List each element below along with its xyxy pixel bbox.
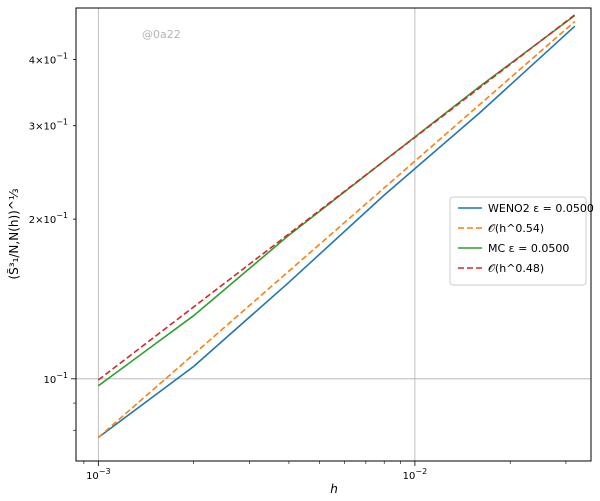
legend: WENO2 ε = 0.0500 𝒪(h^0.54) MC ε = 0.0500 𝒪(… (449, 196, 594, 286)
y-axis-label: (S̃³₁/N,N(h))^⅓ (7, 188, 21, 279)
x-tick-label: 10−3 (86, 467, 111, 482)
legend-label: MC ε = 0.0500 (488, 242, 569, 255)
x-tick-label: 10−2 (403, 467, 428, 482)
watermark: @0a22 (142, 28, 181, 41)
y-tick-label: 10−1 (43, 371, 68, 386)
y-tick-label: 4×10−1 (29, 51, 68, 66)
series-line-2 (97, 20, 576, 439)
legend-box (449, 196, 587, 286)
legend-label: 𝒪(h^0.54) (488, 222, 544, 235)
y-tick-label: 3×10−1 (29, 118, 68, 133)
plot-frame (75, 7, 592, 462)
series-lines (97, 14, 576, 439)
series-line-1 (97, 25, 576, 439)
legend-label: WENO2 ε = 0.0500 (488, 202, 594, 215)
ticks: 10−3 10−2 10−1 2×10−1 3×10−1 4×10−1 (29, 51, 567, 482)
series-line-4 (97, 14, 576, 381)
legend-label: 𝒪(h^0.48) (488, 262, 544, 275)
x-axis-label: h (330, 482, 338, 496)
y-tick-label: 2×10−1 (29, 211, 68, 226)
